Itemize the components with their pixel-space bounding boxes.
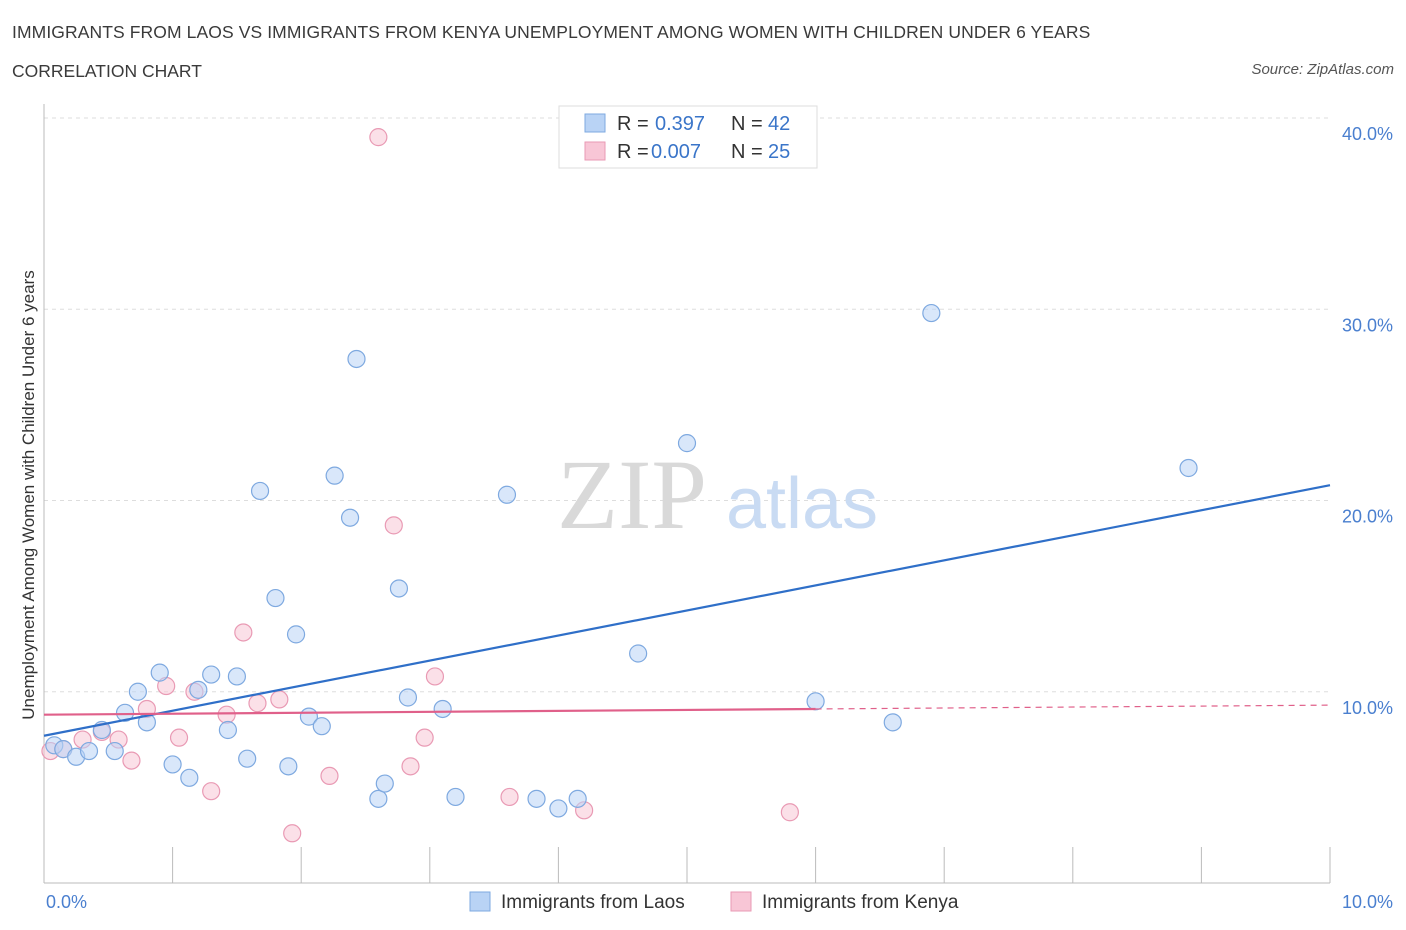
- laos-trend-line: [43, 484, 1331, 737]
- laos-point-10: [163, 755, 182, 774]
- laos-point-35: [568, 789, 587, 808]
- x-tick-label-0: 0.0%: [46, 892, 87, 912]
- laos-point-18: [266, 588, 285, 608]
- laos-point-7: [128, 682, 147, 701]
- laos-point-17: [250, 481, 270, 501]
- laos-point-24: [340, 508, 360, 527]
- laos-point-6: [115, 703, 135, 722]
- axes: [43, 104, 1331, 884]
- kenya-point-16: [320, 766, 339, 786]
- laos-point-5: [105, 741, 124, 761]
- kenya-point-14: [270, 690, 289, 709]
- laos-point-40: [922, 303, 941, 323]
- kenya-point-18: [384, 516, 403, 535]
- legend-r-value-laos: 0.397: [655, 113, 705, 135]
- x-tick-label-1: 10.0%: [1342, 892, 1393, 912]
- laos-point-11: [180, 768, 199, 787]
- laos-point-9: [150, 663, 169, 682]
- laos-point-19: [279, 757, 298, 776]
- watermark-atlas: atlas: [726, 464, 878, 544]
- laos-point-32: [497, 485, 517, 504]
- y-axis-label: Unemployment Among Women with Children U…: [19, 270, 38, 719]
- kenya-point-24: [780, 803, 799, 822]
- legend-n-value-kenya: 25: [768, 141, 790, 163]
- y-tick-label-0: 10.0%: [1342, 698, 1393, 718]
- laos-point-26: [369, 789, 388, 808]
- bottom-legend-swatch-kenya: [730, 891, 752, 912]
- laos-point-38: [806, 692, 825, 711]
- kenya-point-15: [283, 824, 302, 843]
- bottom-legend-swatch-laos: [469, 891, 491, 912]
- legend-r-label-laos: R =: [617, 113, 649, 135]
- y-tick-label-2: 30.0%: [1342, 315, 1393, 335]
- chart-subtitle: CORRELATION CHART: [12, 61, 202, 81]
- grid-lines: [44, 117, 1330, 693]
- legend-n-label-laos: N =: [731, 113, 763, 135]
- laos-point-3: [79, 741, 99, 761]
- kenya-point-21: [425, 667, 445, 686]
- laos-point-36: [629, 644, 648, 663]
- kenya-point-17: [369, 128, 388, 147]
- laos-point-25: [347, 349, 366, 369]
- kenya-trend-extension: [815, 704, 1331, 710]
- laos-point-23: [325, 466, 344, 485]
- trend-lines: [43, 484, 1331, 737]
- kenya-point-5: [122, 751, 141, 770]
- chart-title: IMMIGRANTS FROM LAOS VS IMMIGRANTS FROM …: [12, 22, 1091, 42]
- tick-labels: 10.0% 20.0% 30.0% 40.0% 0.0% 10.0%: [46, 124, 1393, 912]
- laos-point-14: [218, 720, 237, 740]
- laos-point-12: [189, 680, 208, 699]
- kenya-point-11: [217, 705, 236, 724]
- laos-point-29: [398, 688, 418, 707]
- kenya-trend-line: [43, 707, 816, 716]
- legend-n-value-laos: 42: [768, 113, 790, 135]
- bottom-legend-label-kenya: Immigrants from Kenya: [762, 892, 959, 913]
- laos-point-37: [677, 434, 697, 453]
- laos-point-16: [238, 749, 257, 768]
- y-tick-label-1: 20.0%: [1342, 507, 1393, 527]
- laos-point-27: [375, 774, 394, 793]
- kenya-point-22: [500, 787, 519, 807]
- y-tick-label-3: 40.0%: [1342, 124, 1393, 144]
- laos-point-31: [446, 787, 465, 807]
- kenya-point-20: [415, 728, 434, 747]
- kenya-point-13: [248, 694, 267, 713]
- laos-point-30: [433, 699, 452, 719]
- legend-swatch-laos: [584, 113, 606, 133]
- laos-point-20: [286, 625, 306, 644]
- series-legend: Immigrants from Laos Immigrants from Ken…: [469, 891, 959, 913]
- legend-n-label-kenya: N =: [731, 141, 763, 163]
- watermark-zip: ZIP: [557, 439, 707, 550]
- laos-point-33: [527, 789, 546, 808]
- source-credit: Source: ZipAtlas.com: [1251, 61, 1394, 78]
- kenya-point-19: [401, 757, 420, 776]
- laos-point-22: [312, 717, 331, 736]
- laos-point-28: [389, 579, 409, 598]
- laos-point-41: [1179, 458, 1198, 478]
- series-laos-points: [45, 303, 1198, 818]
- laos-point-15: [227, 667, 246, 686]
- kenya-point-8: [169, 728, 189, 747]
- legend-r-label-kenya: R =: [617, 141, 649, 163]
- kenya-point-12: [234, 623, 253, 642]
- legend-swatch-kenya: [584, 141, 606, 161]
- laos-point-13: [202, 665, 221, 684]
- laos-point-39: [883, 713, 902, 732]
- watermark: ZIP atlas: [557, 439, 878, 550]
- correlation-legend: R = 0.397 N = 42 R = 0.007 N = 25: [558, 105, 818, 169]
- legend-r-value-kenya: 0.007: [651, 141, 701, 163]
- laos-point-34: [549, 799, 568, 818]
- bottom-legend-label-laos: Immigrants from Laos: [501, 892, 685, 913]
- kenya-point-10: [202, 782, 221, 801]
